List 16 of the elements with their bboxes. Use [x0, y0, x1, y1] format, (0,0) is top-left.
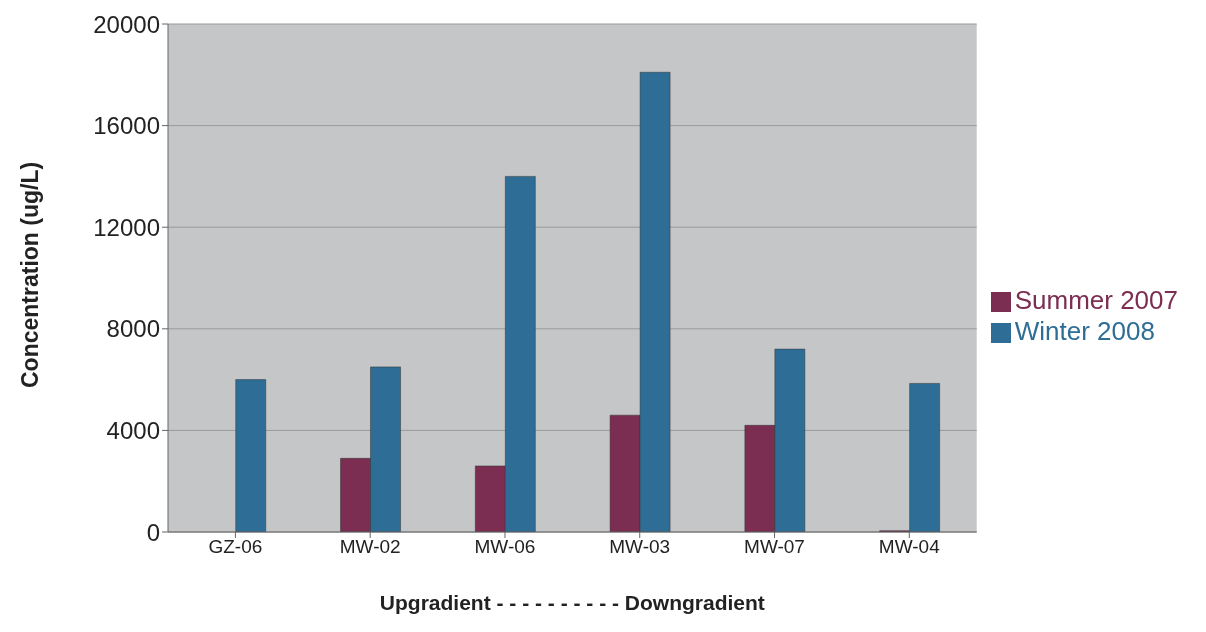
- y-tick-label: 20000: [93, 10, 160, 38]
- x-tick-label: MW-02: [339, 536, 401, 558]
- x-tick-label: MW-07: [744, 536, 805, 558]
- y-tick-label: 8000: [106, 315, 160, 343]
- y-tick-label: 4000: [106, 416, 160, 444]
- x-axis-title: Upgradient - - - - - - - - - - Downgradient: [379, 591, 765, 614]
- y-tick-label: 16000: [93, 112, 160, 140]
- legend-label: Winter 2008: [1014, 316, 1155, 346]
- legend-label: Summer 2007: [1014, 285, 1178, 315]
- x-tick-label: GZ-06: [208, 536, 263, 558]
- y-tick-label: 0: [146, 518, 160, 546]
- x-tick-label: MW-06: [474, 536, 536, 558]
- y-tick-label: 12000: [93, 213, 160, 241]
- x-tick-label: MW-04: [878, 536, 941, 558]
- y-axis-title: Concentration (ug/L): [17, 161, 44, 388]
- x-tick-label: MW-03: [609, 536, 671, 558]
